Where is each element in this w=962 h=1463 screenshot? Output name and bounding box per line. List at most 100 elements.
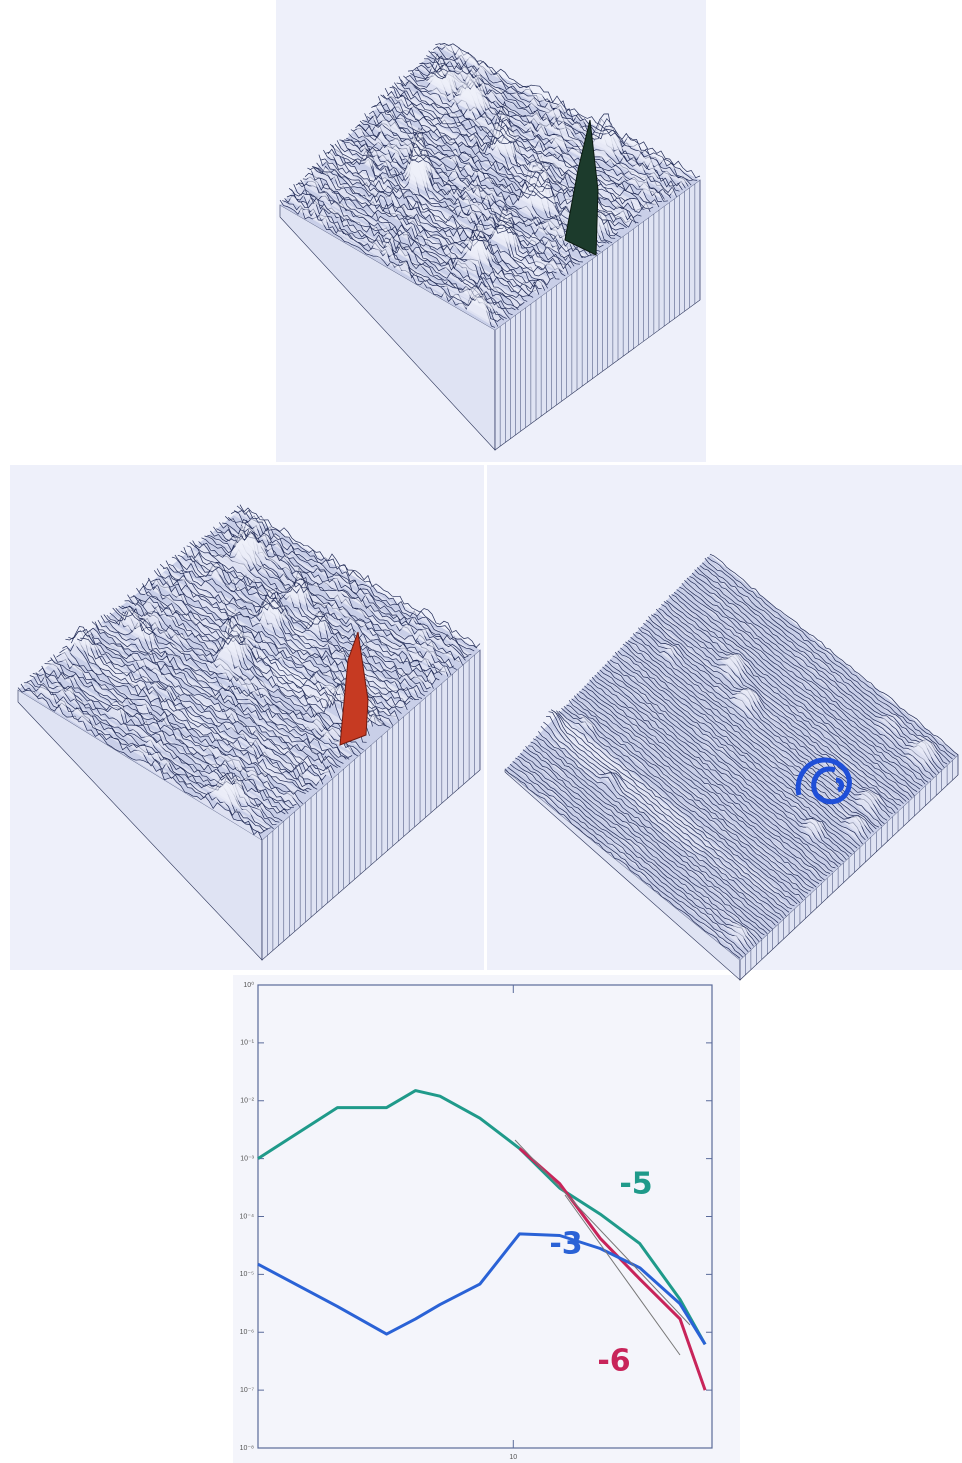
green-peak (564, 119, 599, 256)
surface-line (522, 749, 760, 942)
surface-line (696, 567, 945, 769)
surface-line (612, 655, 855, 853)
surface-line (334, 143, 566, 277)
surface-line (210, 519, 452, 675)
surface-line (540, 726, 779, 924)
surface-line (17, 687, 263, 841)
y-tick-label: 10⁻⁵ (240, 1271, 254, 1278)
surface-line (635, 632, 880, 828)
surface-line (316, 162, 542, 290)
surface-line (41, 665, 286, 815)
y-tick-label: 10⁻³ (240, 1155, 254, 1162)
surface-line (604, 664, 847, 861)
surface-line (617, 650, 861, 847)
y-tick-label: 10⁻¹ (240, 1040, 254, 1047)
surface-line (566, 704, 806, 898)
surface-line (676, 589, 923, 787)
surface-line (625, 641, 869, 839)
surface-line (704, 557, 953, 760)
slope-guide (564, 1194, 681, 1356)
surface-line (568, 699, 809, 894)
surface-line (302, 176, 525, 306)
series-line (257, 1089, 707, 1346)
surface-line (509, 763, 746, 955)
surface-line (699, 565, 948, 765)
annotation: -6 (597, 1344, 630, 1379)
surface (504, 553, 959, 981)
plot-area: 10⁰ 10⁻¹ 10⁻² 10⁻³ 10⁻⁴ 10⁻⁵ 10⁻⁶ 10⁻⁷ 10⁻⁸ 10 -5 -… (240, 981, 712, 1461)
surface-line (515, 757, 752, 950)
surface-line (586, 683, 828, 877)
surface-line (558, 710, 798, 905)
surface-line (121, 605, 364, 751)
surface-line (346, 132, 580, 265)
y-tick-label: 10⁻² (240, 1098, 254, 1105)
surface-line (709, 553, 959, 756)
surface-line (68, 629, 312, 792)
surface-line (571, 698, 812, 892)
surface-line (702, 562, 951, 763)
surface-line (282, 200, 499, 327)
surface-line (673, 592, 921, 790)
surface-line (650, 614, 896, 814)
surface-line (609, 659, 852, 855)
surface-line (314, 165, 540, 295)
surface-line (321, 158, 548, 289)
surface-top (18, 510, 480, 840)
surface-line (437, 44, 698, 181)
surface-line (561, 707, 801, 904)
surface-line (233, 509, 475, 652)
surface-line (304, 172, 528, 302)
y-tick-label: 10⁻⁷ (240, 1387, 254, 1394)
surface-line (295, 182, 516, 311)
surface (279, 43, 701, 451)
surface-line (80, 637, 324, 785)
surface-line (538, 731, 776, 926)
surface-line (679, 586, 926, 785)
surface-line (576, 693, 817, 888)
blue-spiral (795, 757, 852, 805)
surface-line (671, 594, 918, 792)
surface-line (684, 579, 931, 780)
surface-line (517, 755, 754, 947)
annotation: -5 (619, 1167, 652, 1202)
y-tick-label: 10⁻⁶ (240, 1329, 254, 1336)
surface-line (638, 627, 882, 827)
surface-line (44, 663, 289, 814)
surface-line (339, 139, 572, 270)
surface-line (362, 120, 601, 252)
surface-line (239, 504, 481, 649)
surface-line (658, 608, 904, 804)
surface-line (602, 666, 844, 862)
surface-line (661, 604, 907, 802)
surface-line (694, 569, 942, 771)
y-tick-label: 10⁻⁴ (240, 1213, 255, 1220)
surface-line (622, 643, 866, 841)
surface-line (594, 674, 836, 869)
surface-line (73, 629, 318, 790)
surface-line (520, 753, 757, 945)
surface-line (599, 669, 841, 865)
surface-line (47, 659, 292, 811)
surface-line (663, 601, 910, 801)
surface-line (56, 652, 301, 807)
surface-line (591, 676, 833, 872)
surface-line (556, 710, 795, 907)
surface-line (65, 637, 309, 793)
surface-line (614, 651, 858, 849)
surface-line (686, 577, 934, 778)
surface-line (563, 705, 803, 901)
surface-line (230, 510, 472, 656)
surface-line (525, 745, 763, 940)
surface-line (439, 43, 701, 179)
surface-line (530, 741, 768, 934)
surface-line (597, 672, 839, 868)
surface-line (50, 657, 295, 808)
surface-line (512, 761, 749, 953)
surface-line (573, 695, 814, 889)
surface-line (432, 46, 692, 186)
surface-line (689, 576, 937, 775)
surface-line (666, 600, 912, 798)
surface-line (681, 582, 929, 783)
